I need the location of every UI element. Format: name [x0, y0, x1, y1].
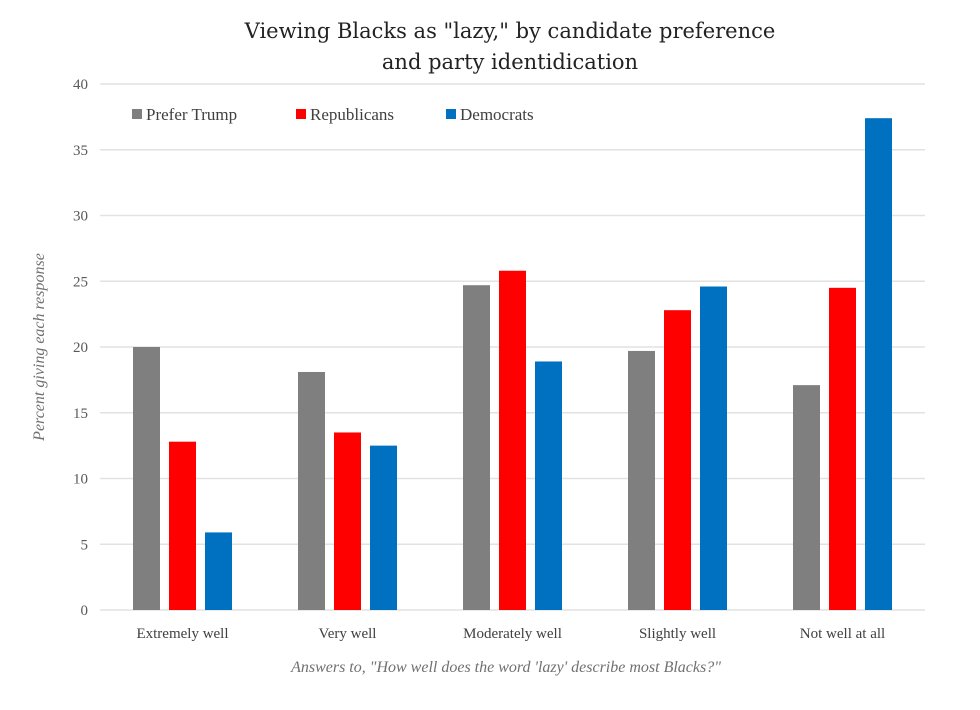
legend-item: Prefer Trump: [132, 105, 237, 124]
legend-swatch: [446, 109, 456, 119]
legend-label: Prefer Trump: [146, 105, 237, 124]
bars: [133, 118, 892, 610]
bar-democrats: [535, 361, 562, 610]
y-tick-label: 25: [73, 274, 88, 290]
legend-label: Republicans: [310, 105, 394, 124]
y-tick-label: 20: [73, 340, 88, 356]
bar-republicans: [829, 287, 856, 610]
bar-democrats: [700, 286, 727, 610]
x-category-label: Slightly well: [639, 626, 716, 642]
x-category-label: Extremely well: [136, 626, 228, 642]
bar-prefer-trump: [463, 285, 490, 610]
bar-prefer-trump: [793, 385, 820, 610]
x-category-label: Very well: [319, 626, 377, 642]
y-tick-label: 0: [81, 603, 89, 619]
y-tick-label: 35: [73, 143, 88, 159]
legend-item: Democrats: [446, 105, 534, 124]
bar-republicans: [499, 270, 526, 610]
y-tick-label: 40: [73, 77, 88, 93]
bar-prefer-trump: [133, 347, 160, 610]
chart-title-line-2: and party identidication: [382, 50, 638, 74]
x-axis-label: Answers to, "How well does the word 'laz…: [290, 659, 721, 676]
bar-democrats: [865, 118, 892, 610]
x-category-label: Moderately well: [463, 626, 562, 642]
bar-democrats: [205, 532, 232, 610]
bar-democrats: [370, 445, 397, 610]
y-axis-label: Percent giving each response: [31, 253, 48, 442]
x-axis-categories: Extremely well Very well Moderately well Sl…: [136, 626, 885, 642]
bar-prefer-trump: [298, 371, 325, 610]
legend-swatch: [132, 109, 142, 119]
y-tick-label: 5: [81, 537, 89, 553]
bar-prefer-trump: [628, 350, 655, 610]
bar-republicans: [169, 441, 196, 610]
x-category-label: Not well at all: [800, 626, 885, 642]
chart-title-line-1: Viewing Blacks as "lazy," by candidate p…: [244, 19, 776, 43]
y-tick-label: 10: [73, 472, 88, 488]
legend-swatch: [296, 109, 306, 119]
y-axis-ticks: 0 5 10 15 20 25 30 35 40: [73, 77, 88, 619]
legend-label: Democrats: [460, 105, 534, 124]
bar-republicans: [334, 432, 361, 610]
y-tick-label: 30: [73, 209, 88, 225]
bar-republicans: [664, 310, 691, 610]
legend-item: Republicans: [296, 105, 394, 124]
y-tick-label: 15: [73, 406, 88, 422]
legend: Prefer Trump Republicans Democrats: [132, 105, 534, 124]
